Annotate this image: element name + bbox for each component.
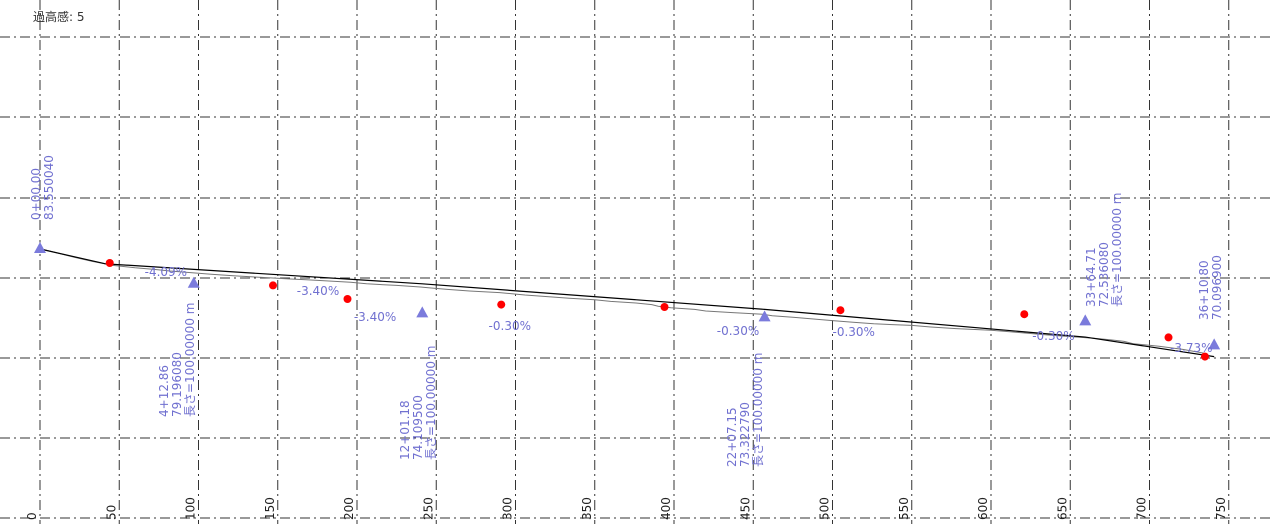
station-label-line: 33+64.71	[1084, 247, 1098, 307]
grade-labels: -4.09% -3.40% -3.40% -0.30% -0.30% -0.30% -0.3…	[145, 265, 1213, 355]
station-label-line: 長さ=100.00000 m	[183, 303, 197, 417]
design-profile-line	[39, 248, 1215, 358]
control-point	[1200, 352, 1209, 361]
x-tick-label: 550	[897, 497, 911, 520]
x-tick-label: 150	[263, 497, 277, 520]
x-tick-label: 650	[1055, 497, 1069, 520]
station-label-line: 79.196080	[170, 352, 184, 417]
station-label-line: 72.536080	[1097, 242, 1111, 307]
station-label-line: 83.550040	[42, 155, 56, 220]
grade-label: -0.30%	[833, 325, 875, 339]
x-tick-label: 450	[738, 497, 752, 520]
grade-label: -0.30%	[1032, 329, 1074, 343]
pvi-marker	[1079, 314, 1092, 326]
control-point	[660, 303, 669, 311]
profile-polyline	[39, 248, 1215, 358]
x-tick-label: 400	[659, 497, 673, 520]
pvi-marker	[34, 242, 46, 253]
grade-label: -3.40%	[354, 310, 396, 324]
ground-polyline	[39, 248, 1206, 354]
x-tick-label: 200	[342, 497, 356, 520]
x-tick-label: 100	[184, 497, 198, 520]
control-point	[268, 281, 277, 290]
control-point	[105, 259, 114, 267]
control-point	[836, 306, 845, 315]
pvi-marker	[758, 310, 771, 322]
x-tick-label: 50	[104, 505, 118, 520]
grade-label: -4.09%	[145, 265, 187, 279]
station-label-line: 長さ=100.00000 m	[751, 353, 765, 467]
station-label-line: 22+07.15	[725, 407, 739, 467]
control-point	[1164, 333, 1173, 342]
x-tick-label: 250	[421, 497, 435, 520]
x-tick-label: 750	[1214, 497, 1228, 520]
station-label-line: 73.322790	[738, 402, 752, 467]
station-label-line: 長さ=100.00000 m	[424, 346, 438, 460]
existing-ground-line	[39, 248, 1206, 354]
pvi-marker	[187, 276, 200, 288]
station-label-line: 4+12.86	[157, 365, 171, 417]
x-tick-label: 300	[501, 497, 515, 520]
x-axis-tick-labels: 0 50 100 150 200 250 300 350 400 450 500 550 600 650 7…	[25, 497, 1228, 520]
grade-label: -3.73%	[1170, 341, 1212, 355]
pvi-marker	[1208, 338, 1221, 350]
control-point	[343, 295, 352, 303]
grade-label: -3.40%	[297, 284, 339, 298]
x-tick-label: 600	[976, 497, 990, 520]
vertical-exaggeration-label: 過高感: 5	[33, 9, 85, 24]
x-tick-label: 700	[1135, 497, 1149, 520]
control-point	[497, 300, 506, 309]
station-label-line: 12+01.18	[398, 400, 412, 460]
station-label-line: 0+00.00	[29, 168, 43, 220]
station-label-line: 長さ=100.00000 m	[1110, 193, 1124, 307]
station-label-line: 36+10.80	[1197, 260, 1211, 320]
x-tick-label: 0	[25, 512, 39, 520]
grade-label: -0.30%	[489, 319, 531, 333]
station-label-line: 74.109500	[411, 395, 425, 460]
markers	[34, 242, 1221, 361]
x-tick-label: 500	[818, 497, 832, 520]
station-label-line: 70.096900	[1210, 255, 1224, 320]
grade-label: -0.30%	[717, 324, 759, 338]
control-point	[1020, 310, 1029, 319]
x-tick-label: 350	[580, 497, 594, 520]
pvi-marker	[416, 306, 429, 318]
